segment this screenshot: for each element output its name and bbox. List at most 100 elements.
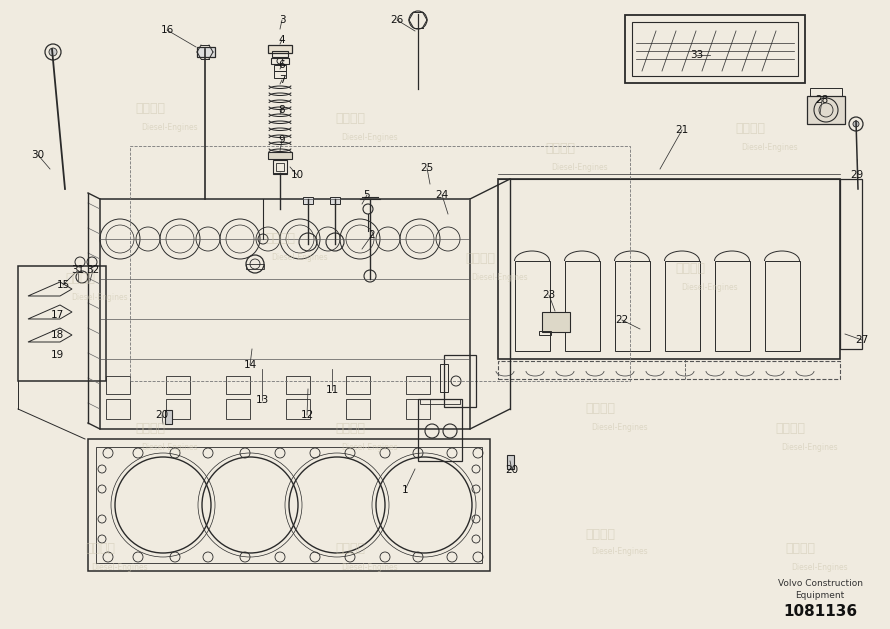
- Bar: [272, 51, 288, 57]
- Text: 9: 9: [279, 135, 286, 145]
- Circle shape: [49, 48, 57, 56]
- Text: Diesel-Engines: Diesel-Engines: [342, 133, 399, 142]
- Bar: [346, 376, 370, 394]
- Text: Diesel-Engines: Diesel-Engines: [271, 252, 328, 262]
- Text: Diesel-Engines: Diesel-Engines: [342, 442, 399, 452]
- Bar: [765, 261, 800, 351]
- Text: 18: 18: [51, 330, 63, 340]
- Text: 紫发动力: 紫发动力: [585, 528, 615, 540]
- Bar: [539, 331, 551, 335]
- Text: 29: 29: [850, 170, 863, 180]
- Text: Diesel-Engines: Diesel-Engines: [592, 423, 648, 431]
- Bar: [226, 399, 250, 419]
- Bar: [346, 399, 370, 419]
- Text: 25: 25: [420, 163, 433, 173]
- Text: Diesel-Engines: Diesel-Engines: [72, 292, 128, 301]
- Text: 15: 15: [56, 280, 69, 290]
- Bar: [418, 399, 462, 461]
- Text: 17: 17: [51, 310, 63, 320]
- Text: 12: 12: [301, 410, 313, 420]
- Bar: [665, 261, 700, 351]
- Bar: [440, 364, 448, 392]
- Text: 4: 4: [279, 35, 286, 45]
- Bar: [444, 355, 476, 407]
- Text: 26: 26: [391, 15, 404, 25]
- Text: 紫发动力: 紫发动力: [785, 542, 815, 555]
- Text: 紫发动力: 紫发动力: [465, 252, 495, 265]
- Bar: [165, 410, 172, 424]
- Text: 紫发动力: 紫发动力: [265, 233, 295, 245]
- Bar: [286, 376, 310, 394]
- Bar: [498, 361, 840, 379]
- Text: 紫发动力: 紫发动力: [545, 143, 575, 155]
- Text: Diesel-Engines: Diesel-Engines: [92, 562, 149, 572]
- Text: Diesel-Engines: Diesel-Engines: [472, 272, 529, 282]
- Text: 紫发动力: 紫发动力: [775, 423, 805, 435]
- Bar: [88, 439, 490, 571]
- Text: Diesel-Engines: Diesel-Engines: [142, 442, 198, 452]
- Text: 14: 14: [243, 360, 256, 370]
- Text: 紫发动力: 紫发动力: [335, 542, 365, 555]
- Text: 23: 23: [542, 290, 555, 300]
- Bar: [106, 376, 130, 394]
- Bar: [498, 179, 840, 359]
- Bar: [166, 399, 190, 419]
- Text: 紫发动力: 紫发动力: [335, 423, 365, 435]
- Text: 20: 20: [156, 410, 168, 420]
- Bar: [565, 261, 600, 351]
- Text: 13: 13: [255, 395, 269, 405]
- Text: 1081136: 1081136: [783, 603, 857, 618]
- Text: 27: 27: [855, 335, 869, 345]
- Text: 紫发动力: 紫发动力: [135, 423, 165, 435]
- Bar: [406, 399, 430, 419]
- Text: 10: 10: [290, 170, 303, 180]
- Text: 紫发动力: 紫发动力: [135, 103, 165, 116]
- Text: 28: 28: [815, 95, 829, 105]
- Text: 3: 3: [279, 15, 286, 25]
- Bar: [96, 447, 482, 563]
- Text: Diesel-Engines: Diesel-Engines: [792, 562, 848, 572]
- Text: 紫发动力: 紫发动力: [735, 123, 765, 135]
- Text: 紫发动力: 紫发动力: [675, 262, 705, 276]
- Bar: [715, 261, 750, 351]
- Text: 20: 20: [506, 465, 519, 475]
- Bar: [166, 376, 190, 394]
- Text: 紫发动力: 紫发动力: [335, 113, 365, 126]
- Circle shape: [853, 121, 859, 127]
- Bar: [330, 197, 340, 204]
- Text: 紫发动力: 紫发动力: [85, 542, 115, 555]
- Bar: [615, 261, 650, 351]
- Bar: [100, 199, 470, 429]
- Text: 2: 2: [368, 230, 376, 240]
- Text: 31: 31: [71, 265, 85, 275]
- Text: Volvo Construction: Volvo Construction: [778, 579, 862, 587]
- Text: 32: 32: [86, 265, 100, 275]
- Text: 24: 24: [435, 190, 449, 200]
- Bar: [303, 197, 313, 204]
- Text: 22: 22: [615, 315, 628, 325]
- Text: Diesel-Engines: Diesel-Engines: [142, 123, 198, 131]
- Bar: [106, 399, 130, 419]
- Bar: [130, 146, 630, 381]
- Text: Equipment: Equipment: [796, 591, 845, 599]
- Text: Diesel-Engines: Diesel-Engines: [781, 442, 838, 452]
- Bar: [807, 96, 845, 124]
- Bar: [268, 45, 292, 53]
- Bar: [420, 399, 460, 404]
- Text: 21: 21: [676, 125, 689, 135]
- Bar: [406, 376, 430, 394]
- Bar: [226, 376, 250, 394]
- Bar: [840, 179, 862, 349]
- Bar: [271, 58, 289, 64]
- Text: 30: 30: [31, 150, 44, 160]
- Bar: [18, 266, 106, 381]
- Bar: [632, 22, 798, 76]
- Text: Diesel-Engines: Diesel-Engines: [552, 162, 608, 172]
- Bar: [542, 312, 570, 332]
- Bar: [274, 65, 286, 71]
- Text: Diesel-Engines: Diesel-Engines: [741, 143, 798, 152]
- Text: 7: 7: [279, 75, 286, 85]
- Text: 19: 19: [51, 350, 63, 360]
- Text: Diesel-Engines: Diesel-Engines: [342, 562, 399, 572]
- Text: 紫发动力: 紫发动力: [65, 272, 95, 286]
